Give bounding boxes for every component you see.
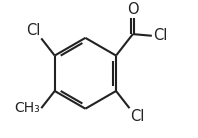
Text: Cl: Cl <box>130 109 145 124</box>
Text: Cl: Cl <box>26 23 40 38</box>
Text: Cl: Cl <box>153 28 167 43</box>
Text: CH₃: CH₃ <box>14 101 40 115</box>
Text: O: O <box>127 2 139 17</box>
